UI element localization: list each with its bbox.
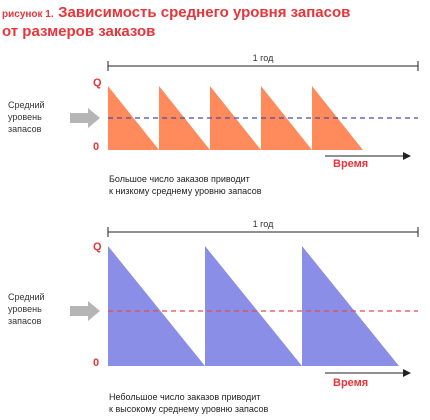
inventory-sawtooth xyxy=(108,246,399,366)
figure-number: рисунок 1. xyxy=(2,9,54,20)
average-label-line-2: уровень xyxy=(8,112,42,122)
axis-zero-label: 0 xyxy=(93,141,99,153)
average-label-line-1: Средний xyxy=(8,292,45,302)
time-label: Время xyxy=(333,377,368,389)
axis-q-label: Q xyxy=(93,241,102,253)
panel-infrequent-orders: 1 год Q 0 Средний уровень запасов Время … xyxy=(8,219,419,414)
year-label: 1 год xyxy=(253,219,274,229)
axis-q-label: Q xyxy=(93,77,102,89)
average-pointer-arrow-icon xyxy=(70,108,100,128)
panel-frequent-orders: 1 год Q 0 Средний уровень запасов Время … xyxy=(8,53,419,196)
average-label-line-3: запасов xyxy=(8,316,42,326)
caption-line-1: Большое число заказов приводит xyxy=(109,174,250,184)
title-line-2: от размеров заказов xyxy=(2,23,156,40)
order-cycle-triangle xyxy=(261,86,312,150)
time-label: Время xyxy=(333,158,368,170)
caption-line-2: к низкому среднему уровню запасов xyxy=(109,186,262,196)
caption-line-2: к высокому среднему уровню запасов xyxy=(109,404,268,414)
order-cycle-triangle xyxy=(108,246,205,366)
average-label-line-1: Средний xyxy=(8,100,45,110)
axis-zero-label: 0 xyxy=(93,357,99,369)
caption-line-1: Небольшое число заказов приводит xyxy=(109,392,260,402)
order-cycle-triangle xyxy=(205,246,302,366)
order-cycle-triangle xyxy=(302,246,399,366)
average-label-line-2: уровень xyxy=(8,304,42,314)
average-label-line-3: запасов xyxy=(8,124,42,134)
year-label: 1 год xyxy=(253,53,274,63)
title-line-1: Зависимость среднего уровня запасов xyxy=(58,4,351,21)
order-cycle-triangle xyxy=(108,86,159,150)
average-pointer-arrow-icon xyxy=(70,301,100,321)
figure-title: рисунок 1. Зависимость среднего уровня з… xyxy=(2,4,422,40)
inventory-sawtooth xyxy=(108,86,363,150)
